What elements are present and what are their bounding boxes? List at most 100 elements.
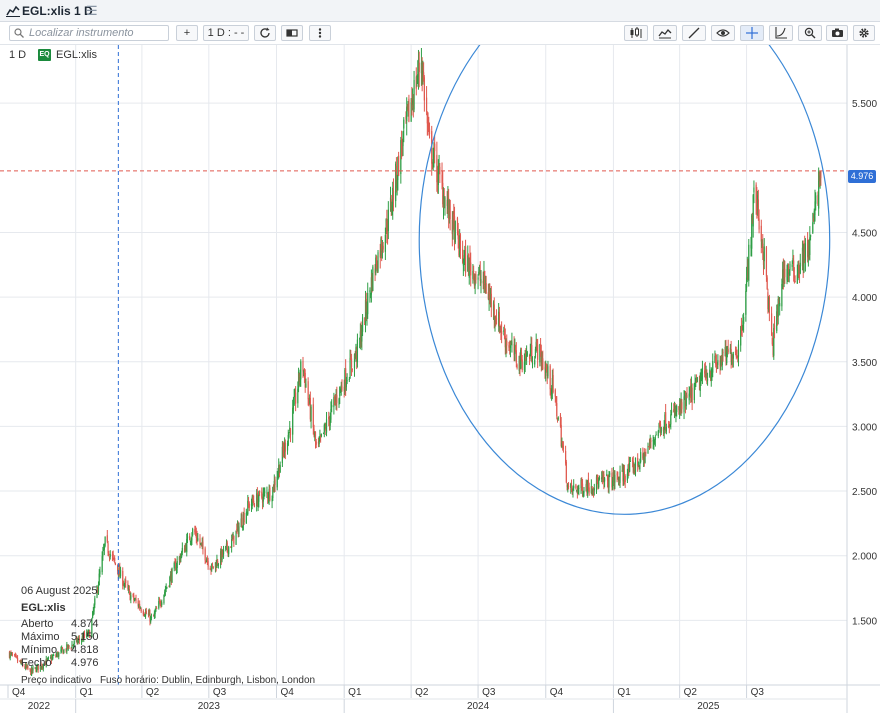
interval-selector-button[interactable]: 1 D : - -: [203, 25, 249, 41]
chart-type-button[interactable]: [624, 25, 648, 41]
candle-body: [531, 362, 534, 365]
candle-body: [740, 326, 742, 346]
candle-body: [47, 658, 49, 660]
candle-body: [308, 401, 310, 403]
candle-body: [384, 234, 386, 252]
snapshot-button[interactable]: [826, 25, 848, 41]
candle-body: [119, 569, 122, 577]
zoom-button[interactable]: [798, 25, 822, 41]
candle-body: [133, 595, 135, 600]
candle-body: [214, 562, 217, 568]
candle-body: [794, 281, 796, 283]
draw-line-button[interactable]: [682, 25, 706, 41]
candle-body: [701, 367, 704, 380]
candle-body: [757, 195, 759, 207]
candle-body: [374, 268, 376, 274]
settings-button[interactable]: [853, 25, 875, 41]
candle-body: [89, 631, 91, 638]
candle-body: [448, 198, 450, 219]
axis-scale-button[interactable]: [769, 25, 793, 41]
candle-body: [501, 330, 503, 335]
candle-body: [268, 488, 270, 500]
candle-body: [583, 490, 585, 494]
candle-body: [392, 188, 394, 209]
legend-instrument[interactable]: EGL:xlis: [56, 49, 97, 61]
candle-body: [669, 425, 671, 427]
candle-body: [315, 441, 317, 445]
candle-body: [498, 312, 501, 333]
candle-body: [608, 475, 610, 488]
candle-body: [55, 654, 58, 656]
candle-body: [417, 59, 420, 77]
candle-body: [147, 613, 150, 615]
candle-body: [575, 484, 577, 489]
candle-body: [277, 472, 279, 475]
candle-body: [809, 237, 811, 256]
candle-body: [140, 609, 142, 612]
candle-body: [50, 657, 52, 659]
candle-body: [591, 486, 593, 491]
candle-body: [488, 293, 490, 301]
candle-body: [474, 276, 476, 286]
candle-body: [478, 269, 481, 271]
candle-body: [88, 630, 90, 632]
add-instrument-button[interactable]: +: [176, 25, 198, 41]
candle-body: [386, 230, 389, 233]
candle-body: [231, 538, 233, 540]
more-options-button[interactable]: [309, 25, 331, 41]
candle-body: [166, 586, 168, 588]
candle-body: [286, 443, 289, 451]
candle-body: [267, 497, 270, 499]
candle-body: [328, 416, 331, 425]
candle-body: [521, 359, 523, 370]
refresh-button[interactable]: [254, 25, 276, 41]
candle-body: [782, 269, 784, 282]
candle-body: [127, 583, 129, 590]
candle-body: [30, 668, 33, 676]
candle-body: [545, 368, 547, 373]
candle-body: [318, 440, 320, 445]
candle-body: [267, 493, 269, 499]
candle-body: [505, 340, 507, 351]
quarter-label: Q2: [146, 687, 160, 698]
candle-body: [279, 465, 281, 473]
candle-body: [617, 476, 619, 480]
candle-body: [96, 587, 98, 598]
candle-body: [662, 427, 665, 432]
candle-body: [649, 439, 651, 447]
candle-body: [750, 244, 752, 249]
candle-body: [102, 551, 104, 557]
candle-body: [511, 341, 513, 346]
candle-body: [416, 81, 418, 84]
candle-body: [623, 470, 625, 481]
hamburger-menu-icon[interactable]: ☰: [86, 3, 98, 18]
candle-body: [462, 263, 464, 266]
candle-body: [158, 601, 160, 609]
candle-body: [746, 267, 748, 280]
candle-body: [423, 77, 425, 101]
candle-body: [240, 518, 242, 528]
candle-body: [149, 613, 151, 622]
candle-body: [41, 666, 43, 669]
visibility-button[interactable]: [711, 25, 735, 41]
candle-body: [210, 569, 212, 571]
indicators-button[interactable]: [653, 25, 677, 41]
candle-body: [638, 465, 640, 468]
footer-note: Preço indicativo Fuso horário: Dublin, E…: [21, 675, 315, 686]
instrument-search-input[interactable]: Localizar instrumento: [9, 25, 169, 41]
candle-body: [766, 277, 768, 290]
candle-body: [639, 462, 641, 470]
candle-body: [678, 406, 680, 411]
price-chart[interactable]: 1.500 2.000 2.500 3.000 3.500 4.000 4.500 5.500…: [0, 45, 880, 713]
candle-body: [359, 338, 361, 340]
candle-body: [492, 302, 495, 311]
candle-body: [40, 663, 42, 668]
layout-toggle-button[interactable]: [281, 25, 303, 41]
candle-body: [489, 291, 491, 299]
candle-body: [125, 579, 127, 584]
candle-body: [704, 370, 706, 374]
crosshair-button[interactable]: [740, 25, 764, 41]
info-value: 4.818: [71, 644, 99, 656]
candle-body: [777, 298, 779, 317]
candle-body: [578, 487, 580, 489]
